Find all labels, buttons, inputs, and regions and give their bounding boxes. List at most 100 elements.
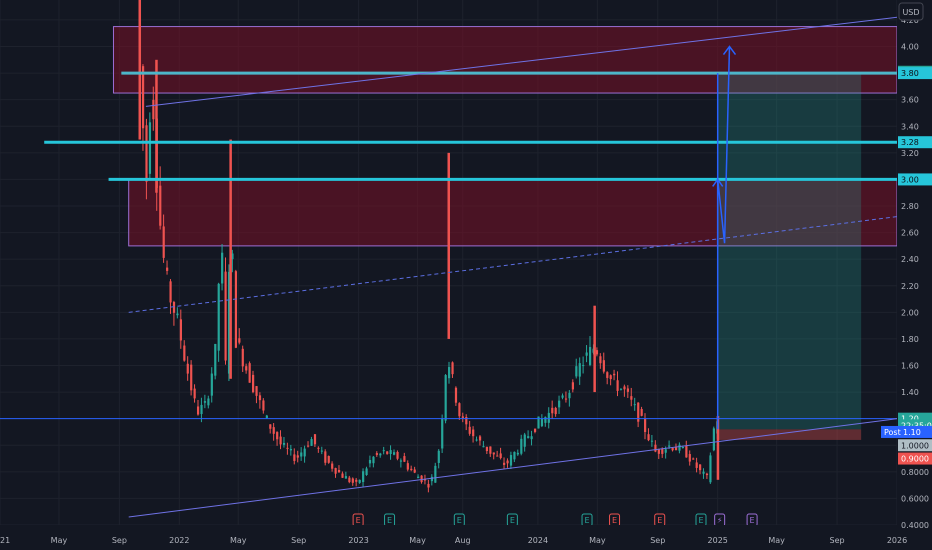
time-tick-label: 2025 [708, 536, 728, 545]
earnings-marker[interactable]: E [453, 513, 465, 527]
candle-body [568, 392, 571, 399]
price-tick-label: 2.40 [901, 255, 919, 264]
candle-body [169, 281, 172, 303]
earnings-marker-label: E [584, 516, 589, 525]
earnings-marker-label: E [698, 516, 703, 525]
candle-spike [229, 139, 232, 379]
candle-body [527, 436, 530, 438]
price-tick-label: 3.40 [901, 122, 919, 131]
currency-selector[interactable]: USD [898, 2, 924, 21]
candle-body [248, 363, 251, 383]
candle-body [513, 451, 516, 460]
candle-body [547, 412, 550, 423]
price-tick-label: 2.00 [901, 308, 919, 317]
earnings-marker[interactable]: E [384, 513, 396, 527]
candle-body [427, 483, 430, 488]
candle-body [685, 446, 688, 458]
earnings-marker-label: E [657, 516, 662, 525]
price-tag [898, 173, 932, 186]
candle-body [699, 464, 702, 471]
earnings-marker-label: E [457, 516, 462, 525]
candle-body [334, 468, 337, 474]
earnings-marker[interactable]: E [746, 513, 758, 527]
event-markers[interactable]: E E E E E E E E ⚡ E [352, 513, 758, 527]
earnings-marker[interactable]: E [654, 513, 666, 527]
candle-body [227, 271, 231, 374]
candle-body [478, 436, 482, 441]
candle-body [396, 451, 399, 459]
candle-body [712, 428, 715, 451]
time-tick-label: 2021 [0, 536, 10, 545]
candle-body [678, 444, 681, 451]
price-tick-label: 2.80 [901, 202, 919, 211]
candle-body [633, 404, 636, 406]
candle-body [221, 252, 224, 284]
candle-body [599, 356, 602, 364]
price-tag [898, 439, 932, 452]
trend-line[interactable] [145, 16, 898, 107]
candle-body [520, 438, 523, 454]
candle-body [307, 445, 310, 447]
earnings-marker[interactable]: ⚡ [714, 513, 726, 527]
candle-body [410, 468, 413, 471]
candle-body [286, 447, 289, 449]
candle-body [166, 267, 169, 271]
price-tick-label: 2.20 [901, 282, 919, 291]
candle-body [540, 418, 544, 427]
candle-body [657, 449, 660, 454]
candle-body [386, 451, 389, 454]
price-tick-label: 1.80 [901, 335, 919, 344]
time-axis[interactable] [0, 525, 932, 550]
candle-body [506, 460, 509, 464]
candle-body [503, 462, 506, 465]
candle-body [709, 455, 712, 483]
earnings-marker[interactable]: E [352, 513, 364, 527]
candle-body [681, 447, 685, 449]
projection-path[interactable] [716, 46, 731, 249]
time-tick-label: 2026 [887, 536, 907, 545]
projection-arrowhead [722, 45, 737, 55]
candle-body [145, 125, 148, 182]
candle-body [492, 452, 495, 455]
candle-body [207, 398, 210, 406]
candle-body [272, 427, 275, 434]
candle-body [234, 271, 238, 348]
earnings-marker[interactable]: E [609, 513, 621, 527]
candle-body [358, 479, 361, 483]
candle-body [448, 367, 451, 379]
earnings-marker[interactable]: E [506, 513, 518, 527]
candle-body [320, 450, 323, 452]
candle-body [265, 415, 268, 418]
time-tick-label: 2023 [348, 536, 368, 545]
earnings-marker-label: ⚡ [717, 516, 723, 525]
candle-body [595, 350, 599, 355]
earnings-marker[interactable]: E [695, 513, 707, 527]
time-tick-label: May [230, 536, 247, 545]
candle-body [496, 455, 499, 457]
candle-body [317, 447, 320, 449]
candle-body [190, 364, 193, 391]
candle-body [186, 363, 189, 374]
candle-body [533, 428, 537, 432]
post-market-value: 1.10 [903, 428, 921, 437]
candle-body [454, 387, 458, 403]
candle-body [695, 462, 698, 468]
candle-body [303, 448, 306, 457]
price-tick-label: 0.8000 [901, 468, 929, 477]
candle-body [482, 446, 485, 448]
candle-body [355, 479, 358, 482]
trend-line[interactable] [128, 216, 898, 313]
currency-box[interactable] [898, 2, 924, 21]
time-tick-label: May [409, 536, 426, 545]
earnings-marker-label: E [510, 516, 515, 525]
earnings-marker[interactable]: E [581, 513, 593, 527]
trend-line[interactable] [128, 418, 898, 518]
price-tag [898, 136, 932, 149]
candle-body [179, 319, 182, 341]
candle-body [523, 434, 526, 447]
candle-spike [447, 152, 450, 339]
candle-body [196, 406, 200, 415]
candle-body [241, 348, 244, 367]
